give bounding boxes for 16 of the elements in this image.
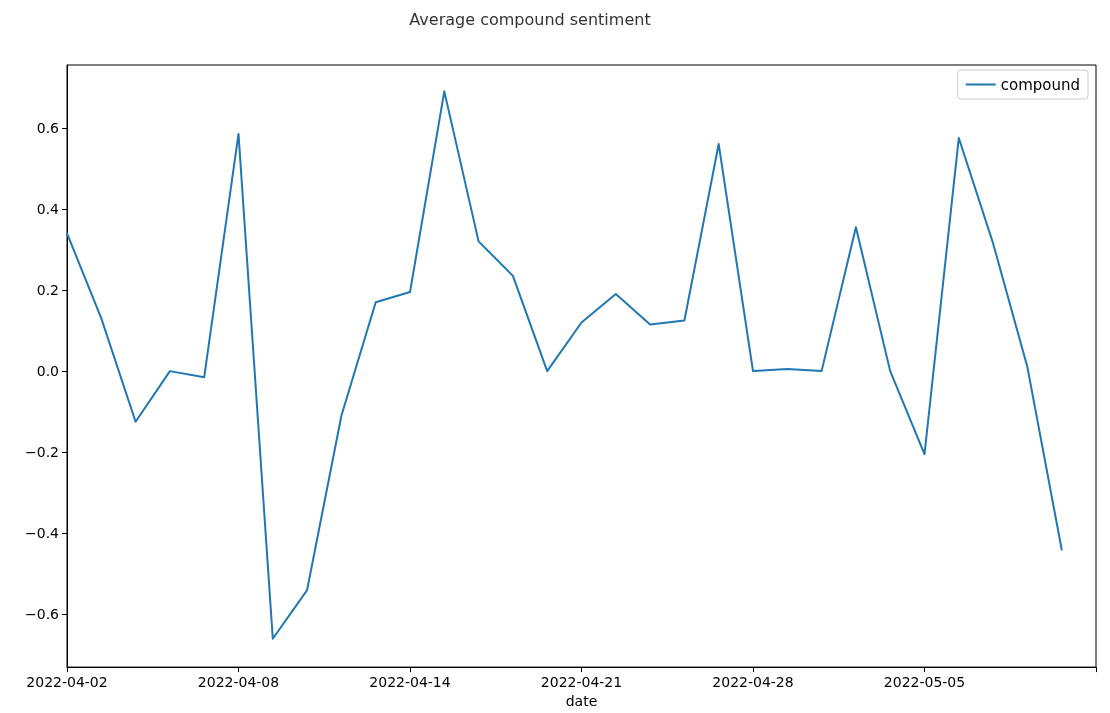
x-tick-label: 2022-04-28 bbox=[712, 674, 794, 691]
chart-title: Average compound sentiment bbox=[409, 9, 651, 29]
y-tick-label: 0.2 bbox=[36, 282, 59, 299]
y-tick-label: −0.2 bbox=[25, 444, 59, 461]
x-tick-label: 2022-05-05 bbox=[883, 674, 966, 691]
x-axis-title: date bbox=[565, 693, 598, 709]
y-tick-label: −0.4 bbox=[25, 525, 60, 542]
y-tick-label: 0.6 bbox=[36, 119, 60, 136]
y-tick-label: 0.0 bbox=[36, 363, 59, 380]
x-tick-label: 2022-04-08 bbox=[197, 674, 280, 691]
x-tick-label: 2022-04-02 bbox=[26, 674, 108, 691]
y-tick-label: 0.4 bbox=[36, 200, 60, 217]
x-tick-label: 2022-04-21 bbox=[540, 674, 623, 691]
y-tick-label: −0.6 bbox=[25, 606, 60, 623]
legend-label: compound bbox=[1000, 75, 1081, 94]
x-tick-label: 2022-04-14 bbox=[369, 674, 451, 691]
